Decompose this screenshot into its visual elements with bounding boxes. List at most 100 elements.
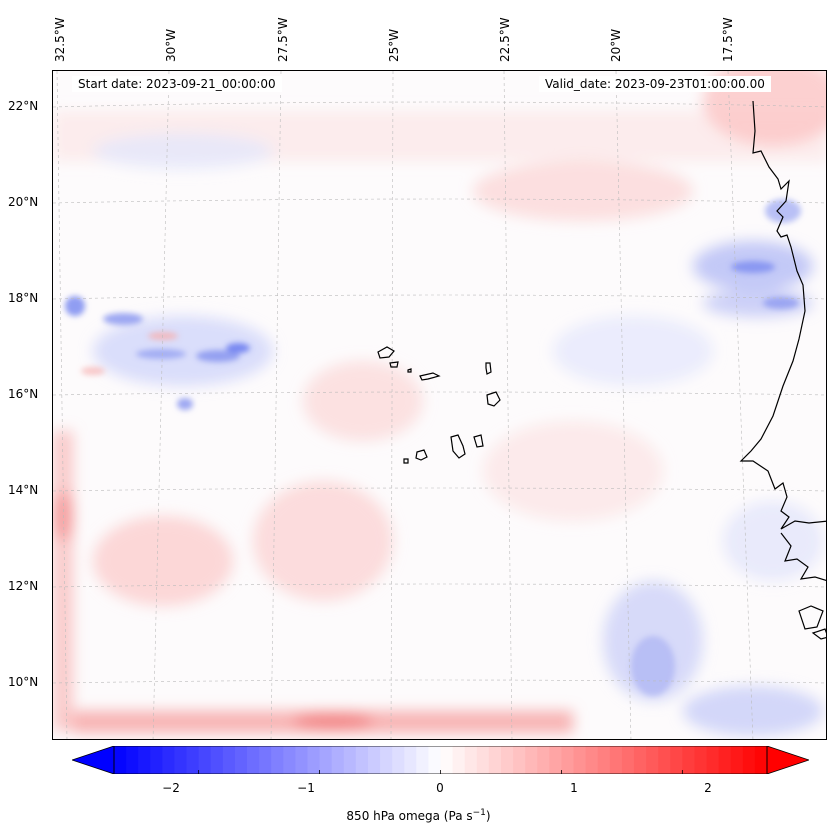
colorbar-cell (730, 746, 744, 774)
colorbar-outline (113, 746, 768, 774)
colorbar-cell (355, 746, 369, 774)
colorbar-cell (609, 746, 623, 774)
omega-field (53, 71, 826, 736)
lat-label-12n: 12°N (8, 579, 39, 593)
island-sao-nicolau (419, 372, 441, 381)
lon-label-30w: 30°W (164, 28, 178, 62)
colorbar-label-close: ) (485, 809, 491, 823)
island-brava (403, 458, 409, 464)
colorbar-cell (658, 746, 671, 774)
colorbar-tick-neg1: −1 (297, 781, 315, 795)
colorbar-cell (198, 746, 212, 774)
lat-label-16n: 16°N (8, 387, 39, 401)
colorbar-cell (633, 746, 647, 774)
colorbar-cell (452, 746, 466, 774)
colorbar-cell (247, 746, 260, 774)
colorbar-cell (621, 746, 635, 774)
colorbar-ticks (198, 770, 683, 774)
colorbar-cell (367, 746, 381, 774)
omega-field-map (53, 71, 826, 739)
colorbar-cell (428, 746, 441, 774)
colorbar-cell (513, 746, 526, 774)
colorbar-tick-1: 1 (570, 781, 578, 795)
colorbar-cell (283, 746, 296, 774)
africa-coast (739, 100, 826, 530)
colorbar-min-extend (72, 746, 115, 774)
colorbar-cell (295, 746, 308, 774)
lon-label-25w: 25°W (387, 28, 401, 62)
lon-label-22.5w: 22.5°W (498, 17, 512, 62)
colorbar-cell (380, 746, 393, 774)
colorbar-cell (573, 746, 587, 774)
colorbar-cell (126, 746, 139, 774)
island-fogo (415, 449, 428, 461)
map-panel (52, 70, 827, 740)
colorbar-tick-neg2: −2 (162, 781, 180, 795)
colorbar-cell (500, 746, 514, 774)
island-sal (485, 362, 492, 375)
colorbar (72, 746, 809, 774)
cape-verde-islands (377, 346, 501, 464)
colorbar-cell (464, 746, 478, 774)
colorbar-cell (307, 746, 320, 774)
colorbar-cell (138, 746, 151, 774)
lat-label-20n: 20°N (8, 195, 39, 209)
start-date-label: Start date: 2023-09-21_00:00:00 (72, 76, 282, 92)
colorbar-cell (259, 746, 272, 774)
colorbar-cell (234, 746, 248, 774)
lat-label-18n: 18°N (8, 291, 39, 305)
lon-label-32.5w: 32.5°W (53, 17, 67, 62)
island-maio (473, 434, 484, 448)
colorbar-cell (670, 746, 683, 774)
colorbar-cell (392, 746, 405, 774)
colorbar-cell (319, 746, 333, 774)
colorbar-cell (404, 746, 417, 774)
lon-label-17.5w: 17.5°W (721, 17, 735, 62)
island-boa-vista (486, 391, 501, 407)
colorbar-label-text: 850 hPa omega (Pa s (346, 809, 473, 823)
colorbar-cell (525, 746, 538, 774)
colorbar-label-exponent: −1 (472, 808, 486, 818)
colorbar-max-extend (766, 746, 809, 774)
colorbar-cell (476, 746, 490, 774)
lon-label-27.5w: 27.5°W (276, 17, 290, 62)
colorbar-cell (754, 746, 768, 774)
valid-date-label: Valid_date: 2023-09-23T01:00:00.00 (539, 76, 771, 92)
omega-field-detail (65, 199, 801, 696)
colorbar-tick-0: 0 (436, 781, 444, 795)
colorbar-cell (416, 746, 429, 774)
colorbar-cell (186, 746, 200, 774)
colorbar-cell (222, 746, 236, 774)
lat-label-10n: 10°N (8, 675, 39, 689)
lat-label-14n: 14°N (8, 483, 39, 497)
colorbar-label: 850 hPa omega (Pa s−1) (0, 808, 837, 823)
colorbar-cell (331, 746, 345, 774)
colorbar-cell (488, 746, 502, 774)
colorbar-cell (694, 746, 707, 774)
colorbar-cell (343, 746, 357, 774)
island-santo-antao (377, 346, 395, 359)
island-santiago (450, 434, 466, 459)
lat-label-22n: 22°N (8, 99, 39, 113)
island-santa-luzia (407, 368, 412, 373)
colorbar-cell (718, 746, 732, 774)
colorbar-cell (706, 746, 720, 774)
colorbar-cell (646, 746, 659, 774)
colorbar-cell (597, 746, 611, 774)
colorbar-cells (114, 746, 768, 774)
colorbar-cell (114, 746, 127, 774)
colorbar-cell (174, 746, 187, 774)
colorbar-cell (561, 746, 574, 774)
colorbar-cell (440, 746, 453, 774)
coastline (739, 100, 826, 640)
colorbar-cell (549, 746, 562, 774)
colorbar-cell (162, 746, 175, 774)
colorbar-cell (150, 746, 163, 774)
colorbar-cell (585, 746, 599, 774)
colorbar-cell (210, 746, 224, 774)
island-sao-vicente (389, 361, 399, 368)
colorbar-cell (742, 746, 756, 774)
gridlines (53, 71, 826, 739)
colorbar-tick-2: 2 (704, 781, 712, 795)
colorbar-cell (682, 746, 695, 774)
